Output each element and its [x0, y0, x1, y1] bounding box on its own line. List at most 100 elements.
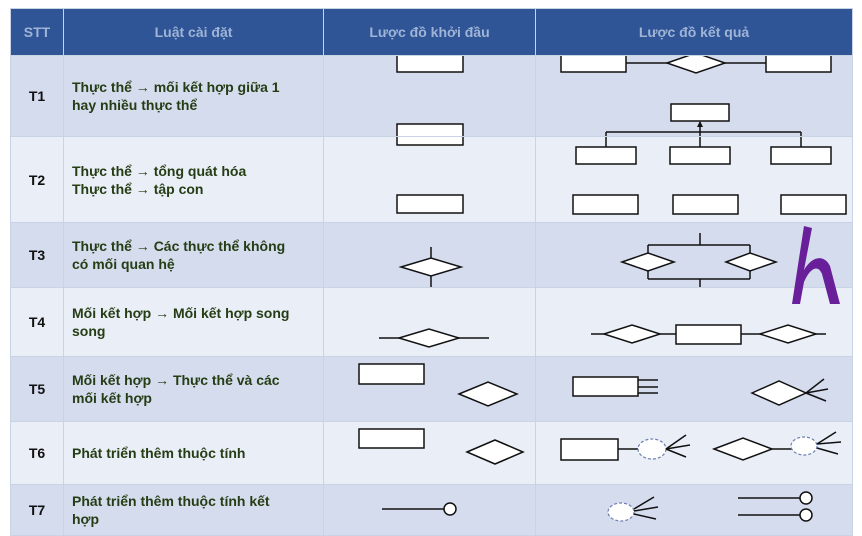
initial-schema-diagram [379, 328, 489, 348]
table-row: T5 Mối kết hợp → Thực thể và các mối kết… [10, 356, 853, 422]
entity-rect [396, 137, 464, 146]
row-id: T4 [10, 287, 64, 357]
rule-line: Mối kết hợp → Mối kết hợp song [72, 305, 290, 321]
rule-line: Thực thể → tập con [72, 180, 204, 197]
row-id: T3 [10, 222, 64, 288]
rule-line: Thực thể → Các thực thể không [72, 238, 286, 254]
entity-rect [396, 56, 464, 73]
entity-rect [669, 146, 731, 165]
entity-rect [396, 194, 464, 214]
initial-schema-cell [323, 356, 536, 422]
entity-rect [358, 363, 425, 385]
h-letter-logo-icon [792, 226, 840, 304]
relationship-diamond [757, 324, 819, 344]
attribute-ellipse [790, 436, 818, 456]
rule-text: Mối kết hợp → Mối kết hợp song song [63, 287, 324, 357]
row-id: T1 [10, 55, 64, 137]
attribute-ellipse [637, 438, 667, 460]
entity-rect [575, 146, 637, 165]
rule-line: song [72, 323, 106, 339]
rule-line: có mối quan hệ [72, 256, 175, 272]
rule-line: mối kết hợp [72, 390, 152, 406]
initial-schema-diagram [382, 502, 457, 516]
table-row: T4 Mối kết hợp → Mối kết hợp song song [10, 287, 853, 357]
entity-rect [560, 438, 619, 461]
relationship-diamond [601, 324, 663, 344]
rule-line: Thực thể → mối kết hợp giữa 1 [72, 79, 280, 95]
attribute-circle [799, 508, 813, 522]
relationship-diamond [465, 439, 525, 465]
result-schema-diagram [560, 431, 842, 461]
transformation-rules-table: STT Luật cài đặt Lược đồ khởi đầu Lược đ… [10, 8, 853, 536]
relationship-diamond [619, 252, 677, 272]
rule-line: Thực thể → tổng quát hóa [72, 162, 247, 179]
rule-line: hợp [72, 511, 100, 527]
initial-schema-diagram [396, 137, 464, 214]
relationship-diamond [457, 381, 519, 407]
header-stt: STT [10, 8, 64, 56]
result-schema-cell [535, 421, 853, 485]
relationship-diamond [711, 437, 775, 461]
rule-text: Mối kết hợp → Thực thể và các mối kết hợ… [63, 356, 324, 422]
entity-rect [672, 194, 739, 215]
row-id: T5 [10, 356, 64, 422]
relationship-diamond [396, 328, 462, 348]
rule-text: Phát triển thêm thuộc tính kết hợp [63, 484, 324, 536]
header-rule: Luật cài đặt [63, 8, 324, 56]
result-schema-cell [535, 484, 853, 536]
initial-schema-diagram [358, 428, 525, 465]
relationship-diamond [398, 257, 464, 277]
attribute-circle [799, 491, 813, 505]
initial-schema-cell [323, 55, 536, 137]
initial-schema-cell [323, 222, 536, 288]
entity-rect [670, 103, 730, 122]
result-schema-diagram [572, 376, 829, 406]
header-initial-schema: Lược đồ khởi đầu [323, 8, 536, 56]
initial-schema-cell [323, 136, 536, 223]
entity-rect [770, 146, 832, 165]
entity-rect [572, 194, 639, 215]
initial-schema-diagram [398, 247, 464, 287]
entity-rect [780, 194, 847, 215]
rule-text: Phát triển thêm thuộc tính [63, 421, 324, 485]
row-id: T6 [10, 421, 64, 485]
rule-text: Thực thể → mối kết hợp giữa 1 hay nhiều … [63, 55, 324, 137]
result-schema-diagram [591, 324, 826, 345]
row-id: T2 [10, 136, 64, 223]
result-schema-cell [535, 55, 853, 137]
attribute-ellipse [607, 502, 635, 522]
table-row: T2 Thực thể → tổng quát hóa Thực thể → t… [10, 136, 853, 223]
initial-schema-diagram [358, 363, 519, 407]
result-schema-diagram [607, 491, 813, 522]
relationship-diamond [750, 380, 808, 406]
rule-line: Phát triển thêm thuộc tính kết [72, 493, 270, 509]
entity-rect [396, 123, 464, 136]
table-row: T3 Thực thể → Các thực thể không có mối … [10, 222, 853, 288]
entity-rect [675, 324, 742, 345]
result-schema-diagram [619, 233, 779, 287]
relationship-diamond [664, 56, 728, 74]
result-schema-diagram [560, 56, 832, 136]
entity-rect [560, 56, 627, 73]
initial-schema-cell [323, 421, 536, 485]
table-row: T6 Phát triển thêm thuộc tính [10, 421, 853, 485]
entity-rect [572, 376, 639, 397]
result-schema-cell [535, 356, 853, 422]
rule-line: hay nhiều thực thể [72, 97, 198, 113]
table-header-row: STT Luật cài đặt Lược đồ khởi đầu Lược đ… [10, 8, 853, 56]
header-result-schema: Lược đồ kết quả [535, 8, 853, 56]
entity-rect [358, 428, 425, 449]
entity-rect [765, 56, 832, 73]
relationship-diamond [723, 252, 779, 272]
row-id: T7 [10, 484, 64, 536]
table-row: T7 Phát triển thêm thuộc tính kết hợp [10, 484, 853, 536]
rule-text: Thực thể → Các thực thể không có mối qua… [63, 222, 324, 288]
initial-schema-diagram [396, 56, 464, 136]
table-row: T1 Thực thể → mối kết hợp giữa 1 hay nhi… [10, 55, 853, 137]
rule-line: Mối kết hợp → Thực thể và các [72, 372, 280, 388]
rule-text: Thực thể → tổng quát hóa Thực thể → tập … [63, 136, 324, 223]
result-schema-cell [535, 136, 853, 223]
initial-schema-cell [323, 287, 536, 357]
result-schema-cell [535, 222, 853, 288]
initial-schema-cell [323, 484, 536, 536]
